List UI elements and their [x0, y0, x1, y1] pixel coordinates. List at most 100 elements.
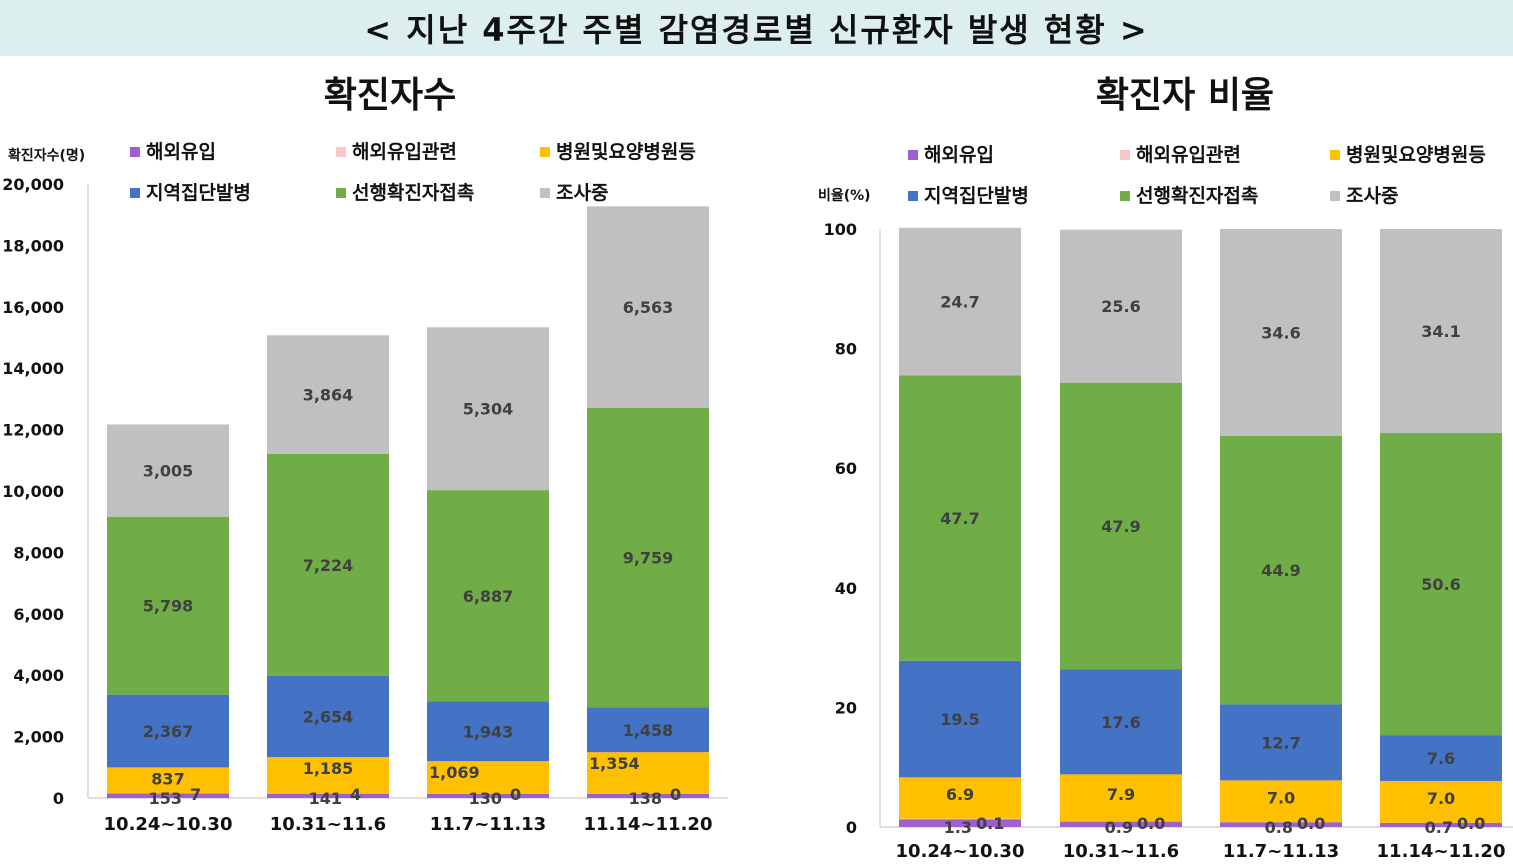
bar-segment [427, 761, 549, 795]
data-label: 7.9 [1107, 785, 1135, 804]
bar-segment [899, 375, 1021, 661]
y-tick-label: 8,000 [13, 543, 64, 562]
legend-swatch [908, 191, 918, 201]
bar-segment [1380, 735, 1502, 781]
legend-label: 해외유입관련 [1136, 144, 1241, 166]
data-label: 5,798 [143, 597, 194, 616]
data-label: 837 [151, 769, 184, 788]
y-tick-label: 0 [846, 818, 857, 837]
y-tick-label: 14,000 [2, 359, 64, 378]
bar-segment [1220, 822, 1342, 827]
legend-label: 선행확진자접촉 [1136, 184, 1258, 207]
bar-segment [107, 767, 229, 794]
data-label: 0.0 [1297, 814, 1325, 833]
bar-segment [1060, 382, 1182, 670]
bar-segment [107, 793, 229, 798]
bar-segment [1220, 780, 1342, 823]
data-label: 0.9 [1105, 818, 1133, 837]
bar-segment [107, 694, 229, 768]
bar-segment [899, 819, 1021, 827]
bar-segment [267, 757, 389, 794]
legend-swatch [336, 188, 346, 198]
bar-segment [1380, 822, 1502, 827]
bar-stack: 0.7 0.07.0 7.6 50.6 34.1 [1380, 229, 1502, 837]
data-label: 1,943 [463, 722, 514, 741]
legend-swatch [908, 150, 918, 160]
data-label: 7,224 [303, 556, 354, 575]
y-tick-label: 10,000 [2, 482, 64, 501]
bar-stack: 0.9 0.07.9 17.6 47.9 25.6 [1060, 229, 1182, 837]
data-label: 25.6 [1101, 297, 1140, 316]
data-label: 12.7 [1261, 733, 1300, 752]
data-label: 3,005 [143, 462, 194, 481]
y-axis-label: 비율(%) [818, 187, 871, 204]
bar-segment [899, 818, 1021, 820]
bar-segment [1220, 229, 1342, 436]
data-label: 50.6 [1421, 575, 1460, 594]
bar-segment [427, 327, 549, 491]
data-label: 1,354 [589, 754, 640, 773]
y-tick-label: 20,000 [2, 175, 64, 194]
bar-segment [587, 206, 709, 408]
data-label: 34.6 [1261, 323, 1300, 342]
legend-label: 조사중 [1346, 185, 1398, 207]
legend-swatch [130, 188, 140, 198]
page-title: < 지난 4주간 주별 감염경로별 신규환자 발생 현황 > [364, 11, 1149, 49]
legend-item: 지역집단발병 [908, 185, 1029, 207]
y-axis-label: 확진자수(명) [8, 147, 85, 164]
bar-segment [587, 407, 709, 708]
bar-segment [899, 660, 1021, 778]
data-label: 6,887 [463, 587, 514, 606]
legend-label: 지역집단발병 [924, 185, 1029, 207]
legend-label: 병원및요양병원등 [556, 141, 696, 163]
legend-label: 선행확진자접촉 [352, 181, 474, 204]
data-label: 7.0 [1267, 788, 1295, 807]
x-tick-label: 10.31~11.6 [270, 814, 386, 835]
data-label: 1,069 [429, 763, 480, 782]
bar-segment [587, 707, 709, 753]
x-tick-label: 10.24~10.30 [896, 841, 1025, 862]
data-label: 153 [149, 789, 182, 808]
bar-stack: 130 0 1,069 1,943 6,887 5,304 [427, 327, 549, 808]
bar-segment [1380, 780, 1502, 823]
data-label: 17.6 [1101, 713, 1140, 732]
y-tick-label: 60 [835, 459, 857, 478]
bar-segment [587, 752, 709, 794]
data-label: 24.7 [940, 293, 979, 312]
data-label: 0.0 [1457, 814, 1485, 833]
legend-item: 지역집단발병 [130, 182, 251, 204]
y-tick-label: 12,000 [2, 421, 64, 440]
data-label: 2,654 [303, 707, 354, 726]
legend-swatch [1120, 191, 1130, 201]
bar-segment [267, 335, 389, 454]
legend-item: 병원및요양병원등 [540, 141, 696, 163]
legend-swatch [1330, 191, 1340, 201]
data-label: 7.6 [1427, 749, 1455, 768]
legend-item: 선행확진자접촉 [336, 181, 474, 204]
data-label: 0 [670, 785, 681, 804]
data-label: 19.5 [940, 710, 979, 729]
bar-segment [427, 701, 549, 762]
x-tick-label: 10.24~10.30 [104, 814, 233, 835]
legend-item: 해외유입 [908, 144, 994, 166]
data-label: 1,458 [623, 721, 674, 740]
bar-segment [267, 675, 389, 758]
bar-segment [107, 516, 229, 695]
y-tick-label: 80 [835, 340, 857, 359]
bar-segment [1380, 229, 1502, 433]
legend-swatch [1120, 150, 1130, 160]
chart-title: 확진자 비율 [1096, 75, 1274, 116]
data-label: 34.1 [1421, 322, 1460, 341]
page-title-bar: < 지난 4주간 주별 감염경로별 신규환자 발생 현황 > [0, 0, 1513, 56]
data-label: 0.7 [1425, 818, 1453, 837]
data-label: 0.0 [1137, 814, 1165, 833]
x-tick-label: 10.31~11.6 [1063, 841, 1179, 862]
bar-segment [1060, 229, 1182, 383]
legend-swatch [540, 188, 550, 198]
data-label: 7.0 [1427, 789, 1455, 808]
bar-segment [427, 794, 549, 798]
legend-item: 해외유입 [130, 141, 216, 163]
data-label: 130 [469, 789, 502, 808]
data-label: 1,185 [303, 759, 354, 778]
